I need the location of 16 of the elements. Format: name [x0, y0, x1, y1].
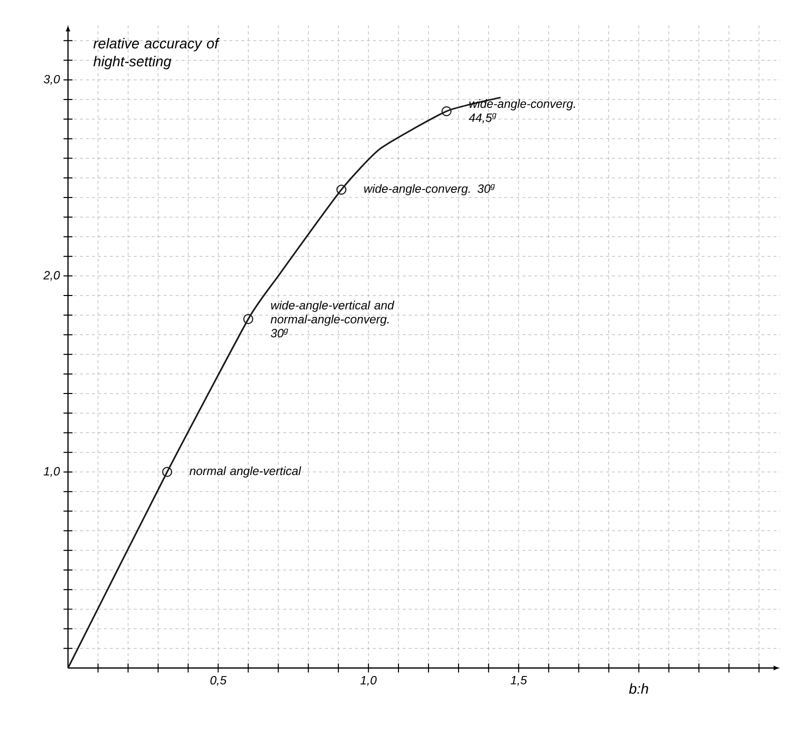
annotation: wide-angle-converg. 30$^{g}$ — [364, 184, 495, 196]
x-tick-label: 1,5 — [510, 676, 527, 686]
y-tick-label: 3,0 — [44, 74, 60, 85]
annotation: normal angle-vertical — [190, 466, 302, 478]
point — [442, 106, 452, 116]
point — [162, 466, 172, 477]
x-tick-label: 1,0 — [360, 676, 377, 686]
x-tick-label: 0,5 — [210, 676, 227, 686]
y-axis-title: relative accuracy of hight-setting — [93, 38, 220, 70]
x-axis-title: b:h — [629, 683, 648, 694]
annotation: wide-angle-converg. 44,5$^{g}$ — [468, 99, 575, 124]
annotation: wide-angle-vertical and normal-angle-converg. 30$^{g}$ — [270, 300, 394, 338]
y-tick-label: 1,0 — [44, 467, 60, 477]
point — [336, 184, 346, 195]
point — [243, 314, 254, 324]
y-tick-label: 2,0 — [43, 270, 60, 281]
